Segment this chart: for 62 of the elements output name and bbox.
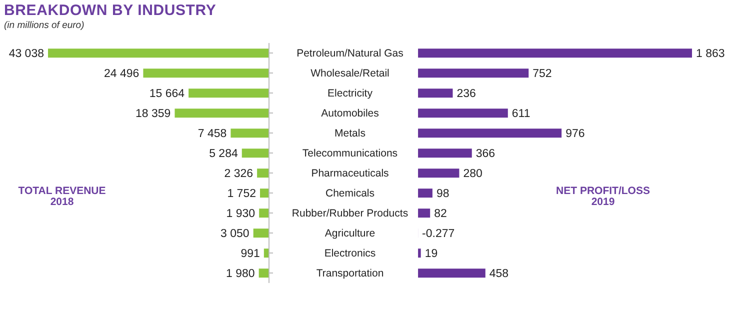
chart-subtitle: (in millions of euro) — [4, 20, 84, 31]
bar — [48, 48, 269, 58]
bar — [258, 268, 269, 278]
data-label: 236 — [456, 88, 476, 100]
data-label: 24 496 — [104, 68, 140, 80]
y-tick-label: Petroleum/Natural Gas — [296, 48, 404, 60]
data-label: 611 — [512, 108, 530, 120]
y-tick-label: Electronics — [324, 248, 376, 260]
bar — [188, 88, 269, 98]
y-tick-label: Chemicals — [325, 188, 375, 200]
bar — [174, 108, 269, 118]
y-tick-label: Transportation — [316, 268, 384, 280]
bar — [143, 68, 269, 78]
bar — [418, 188, 432, 198]
bar — [418, 128, 562, 138]
annotation: NET PROFIT/LOSS 2019 — [555, 185, 651, 208]
bar — [418, 48, 692, 58]
data-label: 458 — [489, 268, 509, 280]
bar — [418, 168, 460, 178]
bar — [418, 208, 430, 218]
bar — [230, 128, 269, 138]
data-label: 43 038 — [8, 48, 44, 60]
data-label: 1 863 — [696, 48, 725, 60]
data-label: 5 284 — [209, 148, 238, 160]
data-label: 19 — [424, 248, 438, 260]
data-label: 280 — [463, 168, 482, 180]
data-label: -0.277 — [422, 228, 455, 240]
bar — [257, 168, 269, 178]
bar — [418, 148, 472, 158]
data-label: 98 — [436, 188, 450, 200]
bar — [418, 88, 453, 98]
bar — [418, 268, 486, 278]
y-tick-label: Wholesale/Retail — [310, 68, 390, 80]
data-label: 1 980 — [226, 268, 255, 280]
data-label: 976 — [566, 128, 585, 140]
data-label: 82 — [434, 208, 447, 220]
y-tick-label: Pharmaceuticals — [311, 168, 389, 180]
bar — [259, 208, 269, 218]
bar — [418, 108, 508, 118]
bar — [418, 68, 529, 78]
data-label: 3 050 — [220, 228, 250, 240]
bar — [418, 248, 421, 258]
y-tick-label: Automobiles — [321, 108, 379, 120]
data-label: 2 326 — [224, 168, 254, 180]
data-label: 1 752 — [227, 188, 256, 200]
bar — [253, 228, 269, 238]
data-label: 991 — [240, 248, 260, 260]
y-tick-label: Rubber/Rubber Products — [292, 208, 408, 220]
data-label: 366 — [476, 148, 496, 160]
data-label: 752 — [532, 68, 552, 80]
bar — [242, 148, 269, 158]
chart-title: BREAKDOWN BY INDUSTRY — [4, 2, 216, 19]
y-tick-label: Telecommunications — [302, 148, 398, 160]
data-label: 1 930 — [226, 208, 256, 220]
y-tick-label: Electricity — [328, 88, 374, 100]
data-label: 15 664 — [149, 88, 186, 100]
data-label: 18 359 — [136, 108, 171, 120]
bar — [260, 188, 269, 198]
y-tick-label: Metals — [334, 128, 366, 140]
data-label: 7 458 — [198, 128, 227, 140]
annotation: TOTAL REVENUE 2018 — [17, 185, 107, 208]
y-tick-label: Agriculture — [324, 228, 376, 240]
